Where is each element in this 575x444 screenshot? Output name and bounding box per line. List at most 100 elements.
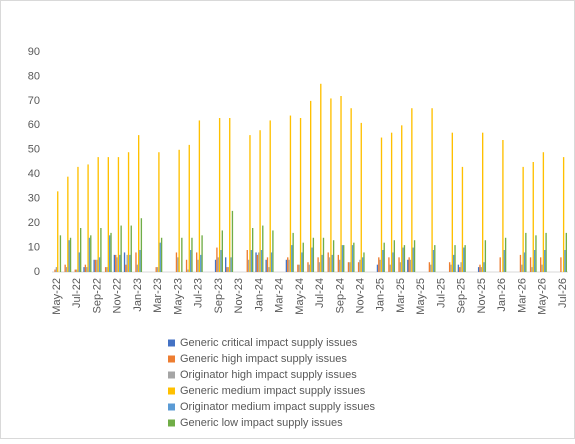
bar [104, 267, 107, 272]
bar [78, 252, 80, 272]
bar [382, 250, 384, 272]
bar [126, 254, 128, 272]
bar [337, 254, 340, 272]
bar [390, 132, 393, 272]
bar [411, 108, 413, 272]
y-tick-label: 80 [28, 70, 40, 82]
bar [120, 225, 122, 272]
bar [181, 237, 183, 272]
bar [196, 252, 198, 272]
legend-label: Generic critical impact supply issues [180, 337, 358, 349]
bar [308, 264, 310, 272]
bar [115, 254, 117, 272]
bar [136, 264, 138, 272]
y-tick-label: 10 [28, 241, 40, 253]
bar [565, 232, 567, 272]
bar [409, 259, 412, 272]
bar [341, 245, 344, 272]
x-tick-label: Jan-23 [132, 278, 144, 312]
bar [562, 157, 565, 272]
bar [225, 257, 227, 272]
bar [378, 257, 380, 272]
bar [256, 254, 259, 272]
bar [127, 152, 130, 272]
bar [454, 245, 456, 272]
bar [178, 149, 180, 272]
bar [318, 262, 321, 272]
bar [187, 269, 189, 272]
y-tick-label: 0 [34, 266, 40, 278]
y-tick-label: 40 [28, 168, 40, 180]
x-tick-label: Mar-23 [152, 278, 164, 313]
bar [359, 259, 361, 272]
bar [413, 240, 416, 272]
bar [197, 259, 199, 272]
x-tick-label: Nov-23 [233, 278, 245, 313]
bar [297, 264, 299, 272]
bar [188, 144, 190, 272]
bar [217, 257, 219, 272]
bar [363, 252, 365, 272]
bar [94, 259, 97, 272]
bar [343, 245, 345, 272]
bar [84, 264, 87, 272]
legend-swatch [168, 371, 175, 379]
bar [451, 132, 453, 272]
x-tick-label: Sep-23 [213, 278, 225, 313]
x-tick-label: Jul-22 [71, 278, 83, 308]
bar [452, 254, 455, 272]
bar [360, 122, 362, 272]
bar [463, 247, 465, 272]
bar [431, 108, 433, 272]
x-tick-label: Sep-25 [456, 278, 468, 313]
x-tick-label: Sep-22 [91, 278, 103, 313]
bar [499, 257, 501, 272]
bar [479, 264, 481, 272]
legend-swatch [168, 387, 175, 395]
bar [129, 254, 131, 272]
legend-swatch [168, 355, 175, 363]
bar [312, 237, 315, 272]
x-tick-label: Nov-25 [476, 278, 488, 313]
bar [399, 262, 402, 272]
bar [379, 259, 381, 272]
bar [540, 257, 542, 272]
bar [110, 232, 112, 272]
bar [292, 232, 294, 272]
bar [430, 264, 432, 272]
x-tick-label: Jul-24 [314, 278, 326, 308]
bar [230, 257, 232, 272]
bar [287, 257, 289, 272]
bar [269, 120, 271, 272]
bar [322, 237, 325, 272]
bar [401, 125, 403, 272]
bar [383, 242, 385, 272]
bar [412, 247, 414, 272]
bar [376, 264, 379, 272]
bar [119, 254, 121, 272]
bar [351, 245, 354, 272]
bar [88, 237, 91, 272]
bar [450, 264, 452, 272]
bar [93, 259, 95, 272]
bar [353, 242, 355, 272]
bar [402, 247, 404, 272]
bar [201, 235, 203, 272]
bar [531, 267, 533, 272]
bar [564, 250, 566, 272]
y-tick-label: 30 [28, 193, 40, 205]
legend-label: Originator medium impact supply issues [180, 401, 376, 413]
bar [457, 264, 460, 272]
bar [220, 250, 222, 272]
bar [542, 152, 545, 272]
bar [175, 252, 178, 272]
y-tick-label: 90 [28, 46, 40, 58]
bar [262, 225, 264, 272]
bar [226, 267, 228, 272]
bar [68, 240, 70, 272]
bar [135, 252, 137, 272]
bar [69, 237, 72, 272]
bar [100, 228, 102, 272]
